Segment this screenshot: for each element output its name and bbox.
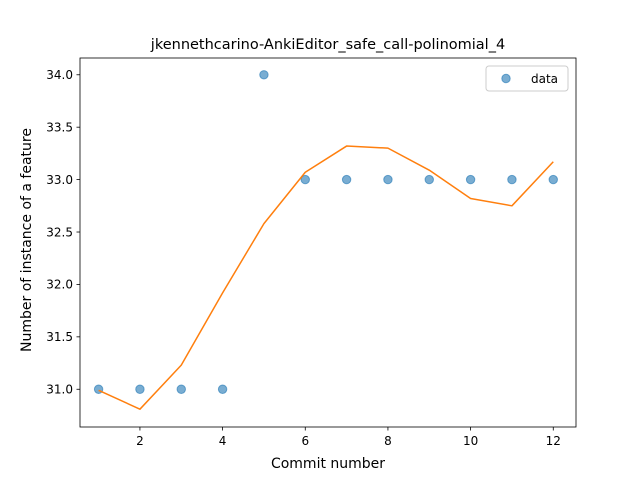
data-point: [548, 174, 558, 185]
data-point: [259, 70, 269, 80]
chart-title: jkennethcarino-AnkiEditor_safe_call-poli…: [150, 37, 505, 53]
data-point: [507, 174, 517, 185]
axes-frame: [79, 57, 577, 428]
plot-area: [93, 70, 558, 410]
data-point: [424, 174, 434, 185]
data-point: [217, 384, 228, 394]
legend-marker: [501, 73, 511, 84]
y-tick-label: 31.5: [46, 330, 73, 344]
y-tick-label: 33.0: [46, 173, 73, 187]
legend-label: data: [531, 72, 558, 86]
y-tick-label: 31.0: [46, 383, 73, 397]
data-point: [383, 174, 393, 185]
legend: data: [485, 65, 569, 92]
x-tick-label: 4: [219, 434, 227, 448]
x-tick-label: 10: [463, 434, 478, 448]
x-tick-label: 12: [546, 434, 561, 448]
data-point: [176, 384, 186, 394]
y-tick-label: 32.0: [46, 278, 73, 292]
axes: 2 4 6 8 10 12 31.0 31.5 32.0 32.5 33.0 33.5 34.0: [46, 57, 577, 448]
y-axis-label: Number of instance of a feature: [19, 128, 35, 352]
y-tick-label: 33.5: [46, 120, 73, 134]
data-point: [465, 174, 476, 185]
data-point: [341, 174, 352, 185]
x-axis-label: Commit number: [271, 456, 385, 472]
y-tick-label: 34.0: [46, 68, 73, 82]
legend-box: [485, 65, 569, 92]
data-point: [135, 384, 145, 394]
data-point: [300, 174, 310, 185]
x-tick-label: 6: [301, 434, 309, 448]
fit-line: [98, 145, 554, 410]
x-tick-label: 2: [136, 434, 144, 448]
x-tick-label: 8: [384, 434, 392, 448]
y-tick-label: 32.5: [46, 225, 73, 239]
